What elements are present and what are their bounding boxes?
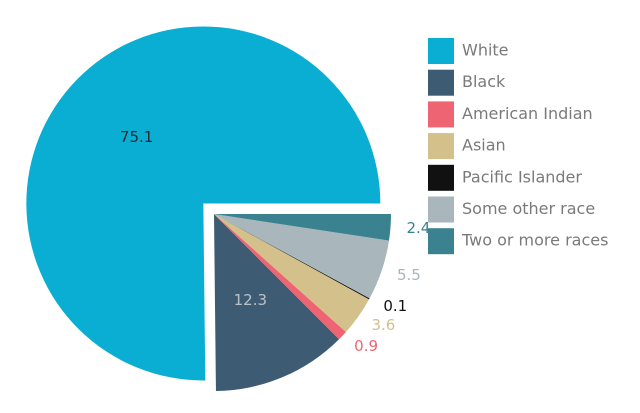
pie-slice xyxy=(214,214,346,340)
legend-swatch xyxy=(428,101,454,128)
value-label: 3.6 xyxy=(371,316,395,334)
value-label: 75.1 xyxy=(120,128,153,146)
legend-swatch xyxy=(428,164,454,191)
legend-text: Black xyxy=(462,72,506,91)
pie-slice xyxy=(26,26,381,381)
legend-text: American Indian xyxy=(462,104,593,123)
legend-text: Pacific Islander xyxy=(462,167,582,186)
value-label: 0.1 xyxy=(383,297,407,315)
pie-slice xyxy=(214,214,389,299)
pie-slice xyxy=(214,214,340,391)
legend-text: Two or more races xyxy=(461,231,608,250)
legend-swatch xyxy=(428,69,454,96)
value-label: 12.3 xyxy=(234,291,267,309)
value-label: 0.9 xyxy=(354,337,378,355)
legend-swatch xyxy=(428,38,454,64)
pie-slice xyxy=(214,214,370,300)
legend-swatch xyxy=(428,133,454,160)
legend-text: Some other race xyxy=(462,199,595,218)
value-label: 2.4 xyxy=(406,219,430,237)
pie-slice xyxy=(214,214,370,332)
legend-text: Asian xyxy=(462,136,506,155)
pie-slice xyxy=(214,214,391,241)
value-label: 5.5 xyxy=(397,266,421,284)
legend-swatch xyxy=(428,196,454,223)
legend-text: White xyxy=(462,41,509,60)
legend-swatch xyxy=(428,228,454,255)
